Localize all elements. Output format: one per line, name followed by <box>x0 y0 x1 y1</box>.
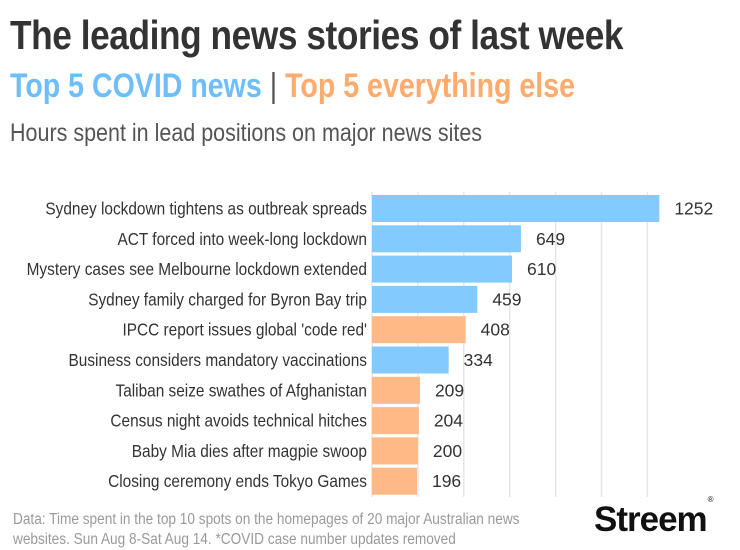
category-label: Closing ceremony ends Tokyo Games <box>108 472 367 491</box>
value-label: 334 <box>464 350 493 370</box>
category-label: ACT forced into week-long lockdown <box>118 230 367 249</box>
value-label: 1252 <box>674 199 713 219</box>
chart-title: The leading news stories of last week <box>10 12 624 58</box>
bar-2 <box>372 225 521 253</box>
bar-7 <box>372 376 420 404</box>
value-label: 459 <box>492 289 521 309</box>
category-label: Business considers mandatory vaccination… <box>69 351 367 370</box>
category-labels: Sydney lockdown tightens as outbreak spr… <box>27 200 367 492</box>
legend-other: Top 5 everything else <box>285 67 576 105</box>
category-label: Taliban seize swathes of Afghanistan <box>116 381 367 400</box>
source-line-1: Data: Time spent in the top 10 spots on … <box>13 511 520 528</box>
legend-separator: | <box>261 67 286 105</box>
logo-text: Streem <box>594 500 708 539</box>
source-line-2: websites. Sun Aug 8-Sat Aug 14. *COVID c… <box>13 531 456 548</box>
data-source-note: Data: Time spent in the top 10 spots on … <box>13 510 520 550</box>
value-label: 209 <box>435 380 464 400</box>
chart-description: Hours spent in lead positions on major n… <box>10 119 483 147</box>
bar-9 <box>372 437 418 465</box>
bar-1 <box>372 195 660 222</box>
bar-3 <box>372 255 512 283</box>
value-label: 196 <box>432 471 461 491</box>
legend-covid: Top 5 COVID news <box>10 67 262 105</box>
bar-4 <box>372 285 478 313</box>
bar-5 <box>372 316 466 344</box>
chart-subtitle-legend: Top 5 COVID news | Top 5 everything else <box>10 67 575 106</box>
category-label: IPCC report issues global 'code red' <box>123 321 367 340</box>
value-label: 649 <box>536 229 565 249</box>
bar-10 <box>372 467 417 495</box>
category-label: Mystery cases see Melbourne lockdown ext… <box>27 260 367 279</box>
category-label: Sydney family charged for Byron Bay trip <box>88 291 367 310</box>
bars <box>372 195 660 495</box>
value-label: 610 <box>527 259 556 279</box>
bar-6 <box>372 346 449 374</box>
value-label: 200 <box>433 441 462 461</box>
value-label: 408 <box>481 320 510 340</box>
bar-8 <box>372 407 419 435</box>
category-label: Census night avoids technical hitches <box>110 412 367 431</box>
streem-logo: Streem® <box>594 495 714 540</box>
value-label: 204 <box>434 411 463 431</box>
registered-mark: ® <box>707 495 714 505</box>
category-label: Sydney lockdown tightens as outbreak spr… <box>45 200 367 219</box>
category-label: Baby Mia dies after magpie swoop <box>132 442 367 461</box>
